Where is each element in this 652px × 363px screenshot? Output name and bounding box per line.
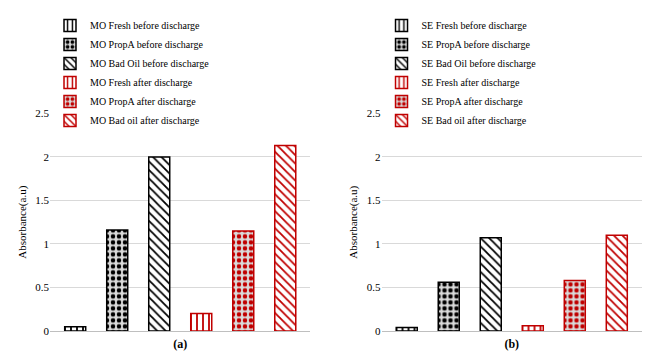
svg-text:0: 0 — [44, 325, 50, 337]
svg-text:1: 1 — [44, 238, 50, 250]
svg-text:SE PropA before discharge: SE PropA before discharge — [422, 39, 531, 50]
svg-text:MO Bad oil after discharge: MO Bad oil after discharge — [90, 115, 200, 126]
svg-text:2: 2 — [375, 151, 381, 163]
svg-text:MO Bad Oil before discharge: MO Bad Oil before discharge — [90, 58, 209, 69]
svg-text:SE PropA after discharge: SE PropA after discharge — [422, 96, 524, 107]
svg-text:1.5: 1.5 — [367, 194, 381, 206]
svg-text:MO PropA before discharge: MO PropA before discharge — [90, 39, 203, 50]
svg-text:Absorbance(a.u): Absorbance(a.u) — [347, 185, 360, 258]
svg-text:(a): (a) — [173, 337, 187, 351]
svg-text:1: 1 — [375, 238, 381, 250]
svg-text:0: 0 — [375, 325, 381, 337]
svg-text:SE Fresh before discharge: SE Fresh before discharge — [422, 20, 528, 31]
svg-text:0.5: 0.5 — [35, 281, 49, 293]
svg-text:SE Bad oil after discharge: SE Bad oil after discharge — [422, 115, 527, 126]
svg-text:Absorbance(a.u): Absorbance(a.u) — [16, 185, 29, 258]
svg-text:MO Fresh after discharge: MO Fresh after discharge — [90, 77, 193, 88]
svg-text:2.5: 2.5 — [367, 107, 381, 119]
svg-text:(b): (b) — [504, 337, 519, 351]
svg-text:MO Fresh before discharge: MO Fresh before discharge — [90, 20, 200, 31]
svg-text:0.5: 0.5 — [367, 281, 381, 293]
svg-text:2: 2 — [44, 151, 50, 163]
svg-text:2.5: 2.5 — [35, 107, 49, 119]
svg-text:1.5: 1.5 — [35, 194, 49, 206]
svg-text:MO PropA after discharge: MO PropA after discharge — [90, 96, 196, 107]
svg-text:SE Fresh after discharge: SE Fresh after discharge — [422, 77, 520, 88]
svg-text:SE Bad Oil before discharge: SE Bad Oil before discharge — [422, 58, 537, 69]
